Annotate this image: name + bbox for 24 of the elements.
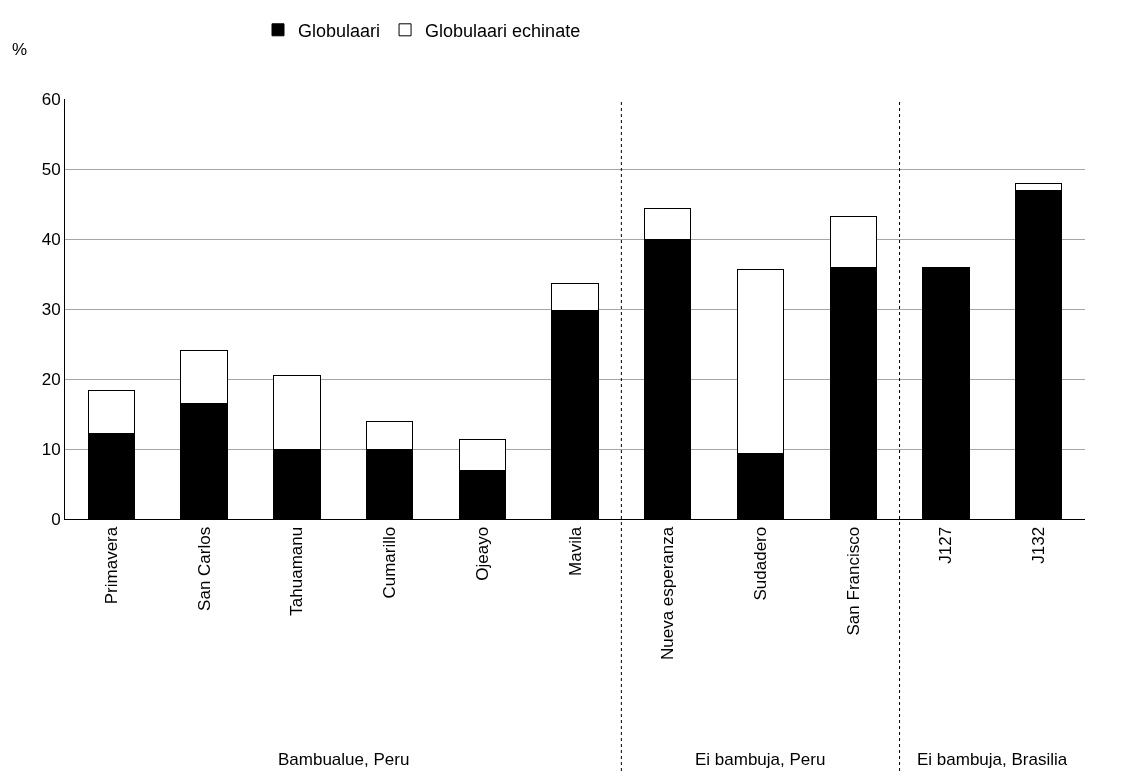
y-tick-label: 50 bbox=[41, 159, 61, 179]
x-tick-label: Primavera bbox=[101, 526, 121, 605]
x-tick-label: Nueva esperanza bbox=[658, 526, 678, 661]
x-tick-label: San Carlos bbox=[194, 526, 214, 611]
x-tick-label: Mavila bbox=[565, 526, 585, 576]
x-tick-label: J127 bbox=[936, 526, 956, 564]
y-tick-label: 20 bbox=[41, 369, 61, 389]
x-tick-label: Cumarillo bbox=[380, 526, 400, 599]
y-tick-label: 10 bbox=[41, 439, 61, 459]
legend-label: Globulaari echinate bbox=[425, 20, 581, 41]
text: Bambualue, Peru bbox=[278, 750, 410, 769]
x-tick-label: Tahuamanu bbox=[287, 526, 307, 616]
y-tick-label: 60 bbox=[41, 89, 61, 109]
text: Ei bambuja, Brasilia bbox=[917, 750, 1068, 769]
x-tick-label: Ojeayo bbox=[472, 526, 492, 581]
x-tick-label: J132 bbox=[1029, 526, 1049, 564]
x-tick-label: San Francisco bbox=[843, 526, 863, 636]
x-tick-label: Sudadero bbox=[750, 526, 770, 601]
y-axis-title: % bbox=[12, 40, 28, 59]
y-tick-label: 0 bbox=[51, 509, 61, 529]
text: Ei bambuja, Peru bbox=[695, 750, 826, 769]
y-tick-label: 40 bbox=[41, 229, 61, 249]
legend-label: Globulaari bbox=[298, 20, 381, 41]
y-tick-label: 30 bbox=[41, 299, 61, 319]
